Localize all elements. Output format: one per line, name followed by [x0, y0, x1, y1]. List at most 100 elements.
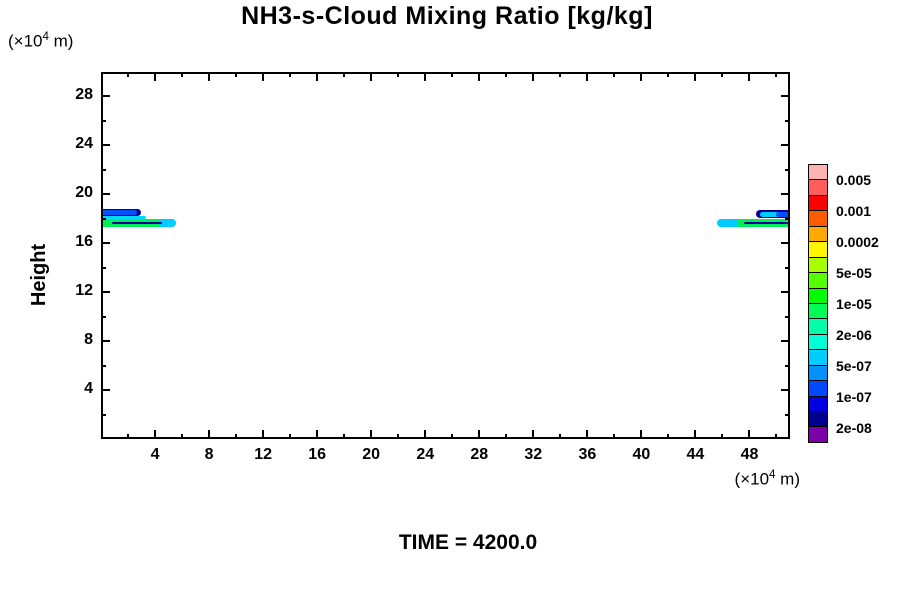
y-tick	[781, 95, 790, 98]
colorbar-box	[809, 195, 827, 212]
x-tick	[289, 434, 292, 439]
y-unit-pre: (×10	[8, 31, 43, 51]
x-tick-label: 40	[632, 446, 651, 463]
x-tick	[586, 72, 589, 81]
x-tick	[451, 434, 454, 439]
colorbar-label: 0.005	[836, 171, 872, 188]
x-tick	[775, 72, 778, 77]
y-tick	[781, 291, 790, 294]
colorbar	[808, 164, 828, 443]
x-tick	[235, 434, 238, 439]
time-annotation: TIME = 4200.0	[398, 531, 538, 554]
x-tick	[127, 72, 130, 77]
colorbar-label: 2e-06	[836, 326, 872, 343]
colorbar-label: 1e-07	[836, 388, 872, 405]
y-tick-label: 16	[75, 233, 93, 251]
colorbar-box	[809, 427, 827, 442]
x-tick	[370, 72, 373, 81]
y-tick	[101, 413, 106, 416]
left-cloud-shape	[111, 221, 163, 224]
y-tick	[781, 193, 790, 196]
x-tick	[262, 430, 265, 439]
x-tick	[478, 430, 481, 439]
x-tick	[424, 72, 427, 81]
colorbar-label: 5e-07	[836, 357, 872, 374]
y-tick	[101, 291, 110, 294]
y-tick	[101, 217, 106, 220]
y-unit-post: m)	[48, 31, 74, 51]
x-tick	[505, 72, 508, 77]
y-tick-label: 20	[75, 184, 93, 202]
x-tick	[208, 72, 211, 81]
colorbar-box	[809, 365, 827, 382]
y-tick	[785, 217, 790, 220]
x-tick	[640, 72, 643, 81]
colorbar-box	[809, 226, 827, 243]
x-tick-label: 48	[740, 446, 759, 463]
x-tick-label: 20	[362, 446, 381, 463]
x-tick	[154, 72, 157, 81]
x-tick-label: 8	[204, 446, 214, 463]
x-tick	[397, 434, 400, 439]
x-tick	[775, 434, 778, 439]
colorbar-box	[809, 319, 827, 335]
y-tick	[785, 119, 790, 122]
x-tick	[397, 72, 400, 77]
colorbar-box	[809, 288, 827, 304]
y-tick-label: 12	[75, 282, 93, 300]
colorbar-label: 0.001	[836, 202, 872, 219]
x-tick-label: 12	[254, 446, 272, 463]
x-tick-label: 4	[150, 446, 160, 463]
y-tick	[781, 242, 790, 245]
y-tick	[101, 389, 110, 392]
y-tick	[101, 340, 110, 343]
x-tick-label: 32	[524, 446, 543, 463]
colorbar-label: 0.0002	[836, 233, 879, 250]
x-tick	[370, 430, 373, 439]
x-tick	[748, 430, 751, 439]
y-tick-label: 24	[75, 135, 93, 153]
colorbar-box	[809, 303, 827, 320]
y-tick	[101, 266, 106, 269]
x-tick	[181, 72, 184, 77]
x-tick	[613, 434, 616, 439]
x-unit-exponent: 4	[769, 469, 776, 481]
y-tick	[101, 95, 110, 98]
y-tick	[785, 266, 790, 269]
x-tick	[316, 72, 319, 81]
x-tick	[613, 72, 616, 77]
left-cloud-shape	[101, 209, 137, 216]
x-tick	[424, 430, 427, 439]
x-tick	[478, 72, 481, 81]
left-cloud-shape	[101, 216, 146, 220]
y-tick	[785, 364, 790, 367]
y-tick	[101, 168, 106, 171]
y-unit-exponent: 4	[42, 31, 49, 43]
y-tick-label: 28	[75, 86, 93, 104]
colorbar-box	[809, 381, 827, 397]
y-axis-unit-label: (×104 m)	[8, 31, 73, 52]
x-tick	[532, 430, 535, 439]
colorbar-box	[809, 273, 827, 289]
x-unit-pre: (×10	[734, 469, 770, 489]
x-tick	[505, 434, 508, 439]
colorbar-box	[809, 350, 827, 366]
colorbar-box	[809, 257, 827, 274]
y-tick	[785, 413, 790, 416]
y-tick-label: 4	[84, 380, 93, 398]
x-tick-label: 28	[470, 446, 489, 463]
x-tick-label: 16	[308, 446, 327, 463]
x-tick	[721, 72, 724, 77]
x-tick	[640, 430, 643, 439]
plot-area	[101, 72, 790, 439]
y-tick	[785, 168, 790, 171]
y-tick	[101, 315, 106, 318]
y-tick	[101, 119, 106, 122]
x-tick	[694, 430, 697, 439]
y-tick	[101, 364, 106, 367]
right-cloud-shape	[760, 211, 790, 217]
x-tick	[262, 72, 265, 81]
y-tick	[785, 315, 790, 318]
colorbar-box	[809, 334, 827, 351]
colorbar-box	[809, 412, 827, 428]
